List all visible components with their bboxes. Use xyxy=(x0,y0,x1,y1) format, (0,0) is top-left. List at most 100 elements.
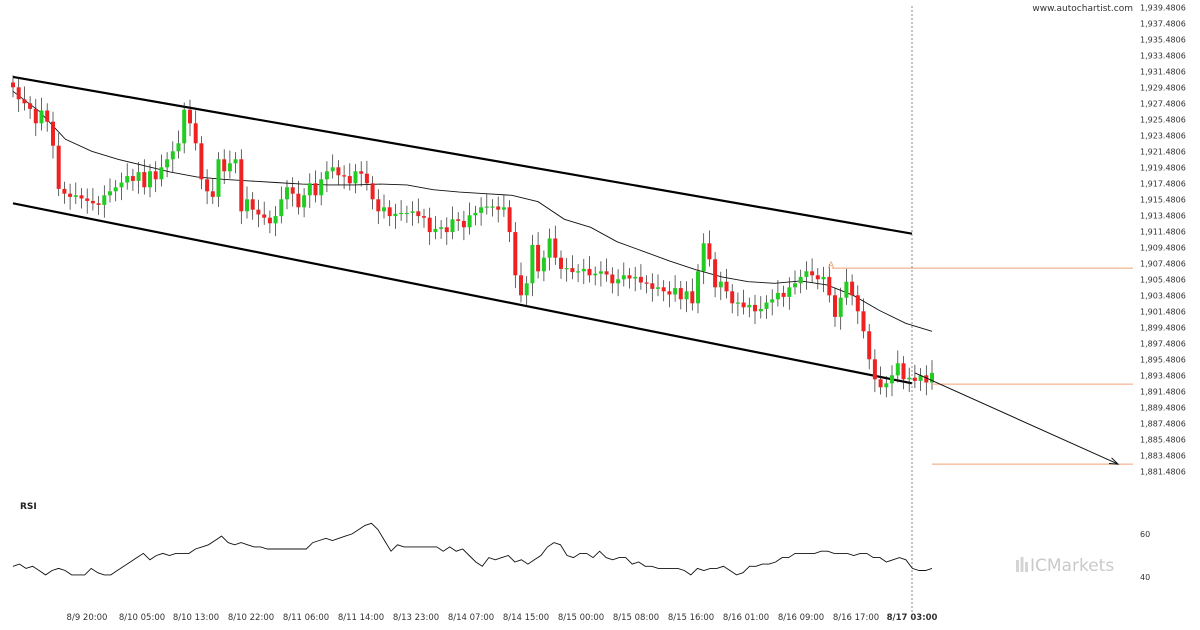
price-tick-label: 1,903.4806 xyxy=(1140,292,1186,301)
candle-body xyxy=(610,274,615,284)
candle-body xyxy=(302,195,307,208)
candle-body xyxy=(51,121,55,146)
candle-body xyxy=(490,206,495,208)
candle xyxy=(861,298,866,339)
candle xyxy=(616,269,621,297)
candle xyxy=(456,212,461,231)
candle-body xyxy=(616,279,621,284)
candle xyxy=(285,180,289,210)
candle xyxy=(587,256,592,283)
candle-body xyxy=(279,199,284,217)
price-axis: 1,939.4806 1,937.4806 1,935.4806 1,933.4806… xyxy=(1140,4,1186,477)
candle xyxy=(758,296,763,319)
candle xyxy=(176,130,181,159)
candle-body xyxy=(324,171,329,180)
candle-body xyxy=(444,227,449,233)
candle-body xyxy=(22,99,27,104)
candle-body xyxy=(467,215,472,228)
candle xyxy=(810,258,815,283)
candle-body xyxy=(473,212,478,216)
candle-body xyxy=(153,171,158,180)
candle xyxy=(136,162,141,194)
candle-body xyxy=(382,207,386,212)
candle-body xyxy=(524,283,529,296)
candle xyxy=(673,275,678,302)
candle xyxy=(28,96,33,119)
candle-body xyxy=(530,244,535,284)
price-tick-label: 1,929.4806 xyxy=(1140,84,1186,93)
candle xyxy=(205,169,210,205)
candle-body xyxy=(650,283,655,289)
candle-body xyxy=(884,383,889,388)
candle-body xyxy=(519,275,523,296)
candle-body xyxy=(364,173,369,184)
candle xyxy=(735,292,740,317)
candle-body xyxy=(222,159,227,172)
candle xyxy=(410,201,415,226)
candle-body xyxy=(148,171,152,188)
candle-body xyxy=(28,103,33,109)
candle xyxy=(541,250,546,282)
candle xyxy=(62,181,67,204)
candle xyxy=(102,185,107,218)
candle xyxy=(496,196,501,223)
candle-body xyxy=(604,271,609,275)
candle xyxy=(547,228,552,271)
candle xyxy=(724,268,729,299)
candle xyxy=(553,225,558,265)
candle-body xyxy=(696,271,700,304)
candle xyxy=(747,297,752,318)
candle-body xyxy=(513,232,518,276)
candle xyxy=(507,200,512,243)
candle-body xyxy=(376,199,381,212)
candle-body xyxy=(553,238,558,258)
candle-body xyxy=(673,288,678,295)
candle xyxy=(598,261,603,287)
candle-body xyxy=(410,211,415,213)
candle-body xyxy=(307,183,312,196)
candle-body xyxy=(901,363,906,380)
candle xyxy=(593,266,598,286)
candle-body xyxy=(319,179,324,196)
candle xyxy=(707,230,712,267)
time-tick-label: 8/9 20:00 xyxy=(67,613,108,623)
brand-logo-icon xyxy=(1016,557,1028,572)
candle-body xyxy=(753,304,757,312)
candle xyxy=(484,193,489,215)
candle-body xyxy=(878,379,883,388)
candle-body xyxy=(564,268,569,270)
candle xyxy=(210,178,215,205)
candle xyxy=(148,164,152,198)
candle-body xyxy=(130,176,135,181)
candle-body xyxy=(96,203,101,205)
candle-body xyxy=(633,276,638,279)
channel-lower-line xyxy=(12,202,913,385)
candle xyxy=(313,170,318,203)
candle-body xyxy=(142,172,147,188)
candle xyxy=(296,180,301,215)
candle xyxy=(696,264,700,314)
candle xyxy=(130,168,135,191)
time-tick-label: 8/10 22:00 xyxy=(228,613,274,623)
candle xyxy=(290,177,295,207)
candle xyxy=(359,161,364,187)
candle xyxy=(22,86,27,111)
candle xyxy=(741,289,746,315)
pattern-label: A xyxy=(828,261,835,271)
candle-body xyxy=(747,304,752,308)
candle xyxy=(890,365,894,397)
candle xyxy=(279,186,284,224)
candle xyxy=(11,75,15,98)
candle xyxy=(245,186,249,219)
candle xyxy=(108,178,112,203)
candle-body xyxy=(627,275,632,279)
candle-body xyxy=(353,171,358,184)
candle-body xyxy=(216,159,221,197)
candle-body xyxy=(907,377,912,380)
candle xyxy=(678,280,683,310)
candle xyxy=(39,97,44,131)
candle-body xyxy=(479,207,484,213)
candle xyxy=(125,163,130,190)
